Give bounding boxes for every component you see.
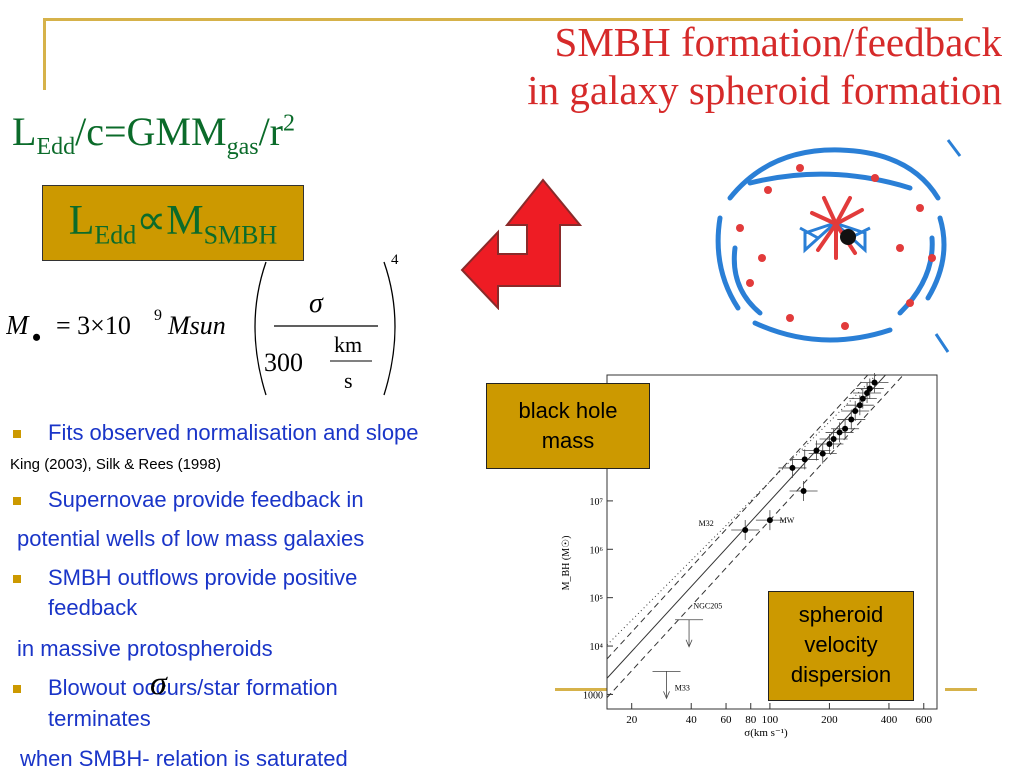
red-arrow <box>460 178 583 310</box>
y-tick-label-1: 1000 <box>583 690 603 701</box>
x-tick-label-80: 80 <box>745 714 757 726</box>
x-tick-label-60: 60 <box>721 714 733 726</box>
data-point-8 <box>826 440 833 447</box>
proportionality-box: LEdd∝MSMBH <box>42 185 304 261</box>
data-point-3 <box>800 488 807 495</box>
y-tick-label-5: 10⁷ <box>590 497 604 508</box>
formula-300: 300 <box>264 348 303 377</box>
data-point-9 <box>830 436 837 443</box>
formula-m: M <box>6 310 30 340</box>
bullet-fits-normalisation: Fits observed normalisation and slope <box>48 420 419 445</box>
formula-l: L <box>12 109 37 154</box>
data-point-2 <box>766 517 773 524</box>
bullet-blowout-2: terminates <box>48 706 151 731</box>
frame-top-rule <box>43 18 963 21</box>
bullet-supernovae: Supernovae provide feedback in <box>48 487 364 512</box>
formula-coefficient: = 3×10 <box>56 311 131 340</box>
box-sub-edd: Edd <box>94 220 137 250</box>
bullet-protospheroids: in massive protospheroids <box>17 636 273 661</box>
black-hole-dot <box>840 229 856 245</box>
data-point-13 <box>852 408 859 415</box>
box-prop: ∝M <box>136 198 204 244</box>
formula-sigma: σ <box>309 288 324 319</box>
title-line-1: SMBH formation/feedback <box>554 19 1002 65</box>
data-point-11 <box>842 425 849 432</box>
data-point-1 <box>742 527 749 534</box>
black-hole-mass-label: black hole mass <box>486 383 650 469</box>
box-l: L <box>68 198 95 244</box>
frame-bottom-rule-left <box>555 688 615 691</box>
bullet-square-4 <box>13 685 21 693</box>
reference-citation: King (2003), Silk & Rees (1998) <box>10 456 221 473</box>
annotation-m33: M33 <box>675 684 690 693</box>
bullet-saturated: when SMBH- relation is saturated <box>20 746 348 771</box>
data-point-5 <box>801 456 808 463</box>
data-point-10 <box>836 429 843 436</box>
velocity-dispersion-label: spheroid velocity dispersion <box>768 591 914 701</box>
formula-s: s <box>344 368 353 393</box>
label-bh-line-2: mass <box>541 428 595 453</box>
title-line-2: in galaxy spheroid formation <box>527 67 1002 113</box>
eddington-formula: LEdd/c=GMMgas/r2 <box>12 108 295 161</box>
x-tick-label-600: 600 <box>916 714 933 726</box>
bullet-square-1 <box>13 430 21 438</box>
x-tick-label-40: 40 <box>686 714 698 726</box>
formula-bullet: • <box>32 323 41 352</box>
annotation-m32: M32 <box>699 519 714 528</box>
formula-unit: Msun <box>167 311 226 340</box>
data-point-18 <box>871 379 878 386</box>
annotation-ngc205: NGC205 <box>693 601 722 610</box>
y-tick-label-2: 10⁴ <box>590 642 604 653</box>
formula-exponent: 9 <box>154 307 162 324</box>
label-sv-line-3: dispersion <box>790 662 892 687</box>
bullet-square-3 <box>13 575 21 583</box>
y-tick-label-3: 10⁵ <box>590 594 604 605</box>
y-tick-label-4: 10⁶ <box>590 545 604 556</box>
sigma-symbol: σ <box>150 665 167 702</box>
formula-mid: /c=GMM <box>75 109 227 154</box>
fit-line-2 <box>607 375 904 698</box>
data-point-12 <box>848 416 855 423</box>
frame-left-rule <box>43 18 46 90</box>
fit-line-3 <box>607 375 869 660</box>
formula-tail: /r <box>258 109 283 154</box>
fit-line-1 <box>607 375 887 679</box>
x-tick-label-100: 100 <box>762 714 779 726</box>
plot-x-label: σ(km s⁻¹) <box>744 727 788 739</box>
bullet-supernovae-cont: potential wells of low mass galaxies <box>17 526 365 551</box>
formula-sub-edd: Edd <box>36 134 76 160</box>
data-point-6 <box>813 447 820 454</box>
bullet-square-2 <box>13 497 21 505</box>
msigma-formula: M • = 3×10 9 Msun 4 σ 300 km s <box>6 252 399 396</box>
data-point-7 <box>819 450 826 457</box>
plot-y-label: M_BH (M☉) <box>561 536 572 591</box>
formula-sup: 2 <box>283 110 295 137</box>
x-tick-label-200: 200 <box>821 714 838 726</box>
formula-power: 4 <box>391 252 399 268</box>
x-tick-label-20: 20 <box>626 714 638 726</box>
label-bh-line-1: black hole <box>518 398 618 423</box>
label-sv-line-2: velocity <box>804 632 878 657</box>
data-point-14 <box>856 402 863 409</box>
bullet-smbh-outflows-2: feedback <box>48 595 138 620</box>
box-sub-smbh: SMBH <box>203 220 278 250</box>
annotation-mw: MW <box>780 516 795 525</box>
bullet-smbh-outflows: SMBH outflows provide positive <box>48 565 358 590</box>
limit-arrow-2 <box>663 691 670 700</box>
data-point-17 <box>866 385 873 392</box>
data-point-15 <box>859 395 866 402</box>
formula-km: km <box>334 332 362 357</box>
data-point-4 <box>789 464 796 471</box>
frame-bottom-rule-right <box>945 688 977 691</box>
slide-title: SMBH formation/feedback in galaxy sphero… <box>527 18 1002 114</box>
x-tick-label-400: 400 <box>881 714 898 726</box>
limit-arrow-1 <box>685 639 693 648</box>
bullet-blowout: Blowout occurs/star formation <box>48 675 338 700</box>
spheroid-sketch <box>715 139 962 353</box>
formula-sub-gas: gas <box>226 134 259 160</box>
label-sv-line-1: spheroid <box>798 602 884 627</box>
data-point-16 <box>864 389 871 396</box>
